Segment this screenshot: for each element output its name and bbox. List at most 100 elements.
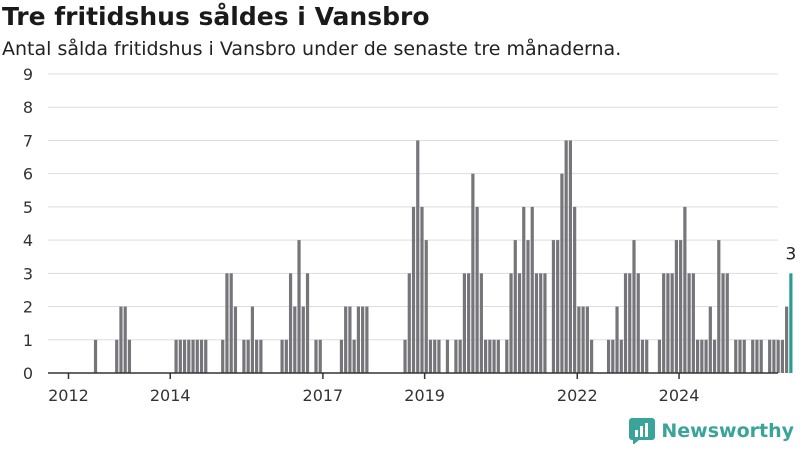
x-tick-label: 2012 xyxy=(48,386,89,405)
bar xyxy=(225,273,229,373)
bar xyxy=(356,306,360,373)
bar xyxy=(437,339,441,373)
bar xyxy=(242,339,246,373)
bar xyxy=(411,206,416,373)
bar xyxy=(471,173,475,373)
bar xyxy=(522,206,526,373)
bar xyxy=(424,240,428,373)
bar xyxy=(585,306,589,373)
bar xyxy=(361,306,365,373)
bar xyxy=(127,339,132,373)
bar xyxy=(305,273,310,373)
bar xyxy=(640,339,645,373)
bar xyxy=(780,339,784,373)
bars xyxy=(93,140,793,373)
bar xyxy=(233,306,238,373)
bar xyxy=(454,339,458,373)
bar xyxy=(259,339,263,373)
bar xyxy=(691,273,695,373)
chart-subtitle: Antal sålda fritidshus i Vansbro under d… xyxy=(2,38,622,60)
bar xyxy=(590,339,594,373)
y-axis-tick-labels: 0 1 2 3 4 5 6 7 8 9 xyxy=(23,65,33,383)
bar xyxy=(467,273,471,373)
y-tick-label: 5 xyxy=(23,198,33,217)
bar xyxy=(314,339,318,373)
bar xyxy=(445,339,450,373)
x-tick-label: 2022 xyxy=(557,386,598,405)
bar xyxy=(539,273,543,373)
bar xyxy=(768,339,772,373)
brand-name: Newsworthy xyxy=(661,420,794,442)
bar xyxy=(123,306,127,373)
bar xyxy=(505,339,509,373)
bar xyxy=(348,306,352,373)
bar xyxy=(509,273,513,373)
bar xyxy=(560,173,564,373)
highlight-value-label: 3 xyxy=(785,244,796,264)
bar xyxy=(475,206,479,373)
bar xyxy=(187,339,191,373)
bar xyxy=(712,339,717,373)
bar xyxy=(344,306,348,373)
bar xyxy=(496,339,500,373)
bar xyxy=(526,240,530,373)
bar xyxy=(433,339,437,373)
bar xyxy=(488,339,492,373)
bar xyxy=(513,240,517,373)
y-tick-label: 4 xyxy=(23,231,33,250)
bar xyxy=(229,273,233,373)
bar xyxy=(416,140,420,373)
bar xyxy=(662,273,666,373)
bar xyxy=(708,306,712,373)
bar xyxy=(568,140,572,373)
bar xyxy=(573,206,577,373)
bar xyxy=(191,339,195,373)
bar xyxy=(195,339,199,373)
bar xyxy=(250,306,254,373)
bar xyxy=(581,306,585,373)
bar xyxy=(704,339,708,373)
bar xyxy=(628,273,632,373)
y-tick-label: 8 xyxy=(23,98,33,117)
bar xyxy=(696,339,700,373)
bar xyxy=(517,273,522,373)
bar xyxy=(462,273,466,373)
bar xyxy=(297,240,301,373)
x-axis: 2012 2014 2017 2019 2022 2024 xyxy=(48,372,778,405)
bar xyxy=(632,240,636,373)
bar xyxy=(543,273,547,373)
bar xyxy=(530,206,534,373)
bar xyxy=(645,339,649,373)
bar xyxy=(657,339,662,373)
y-tick-label: 6 xyxy=(23,165,33,184)
bar xyxy=(776,339,780,373)
bar xyxy=(93,339,98,373)
bar xyxy=(615,306,619,373)
bar xyxy=(759,339,763,373)
bar xyxy=(785,306,789,373)
bar xyxy=(700,339,704,373)
bar xyxy=(564,140,568,373)
bar xyxy=(246,339,250,373)
bar xyxy=(420,206,424,373)
bar xyxy=(611,339,615,373)
bar xyxy=(284,339,288,373)
bar xyxy=(755,339,759,373)
newsworthy-logo: Newsworthy xyxy=(629,418,794,444)
bar xyxy=(551,240,556,373)
bar xyxy=(339,339,344,373)
bar xyxy=(255,339,259,373)
y-tick-label: 1 xyxy=(23,331,33,350)
bar xyxy=(178,339,182,373)
y-tick-label: 7 xyxy=(23,131,33,150)
bar xyxy=(293,306,297,373)
bar xyxy=(182,339,187,373)
x-tick-label: 2024 xyxy=(659,386,700,405)
bar xyxy=(534,273,539,373)
bar xyxy=(623,273,628,373)
bar xyxy=(606,339,611,373)
bar xyxy=(288,273,293,373)
bar xyxy=(199,339,204,373)
bar xyxy=(674,240,678,373)
